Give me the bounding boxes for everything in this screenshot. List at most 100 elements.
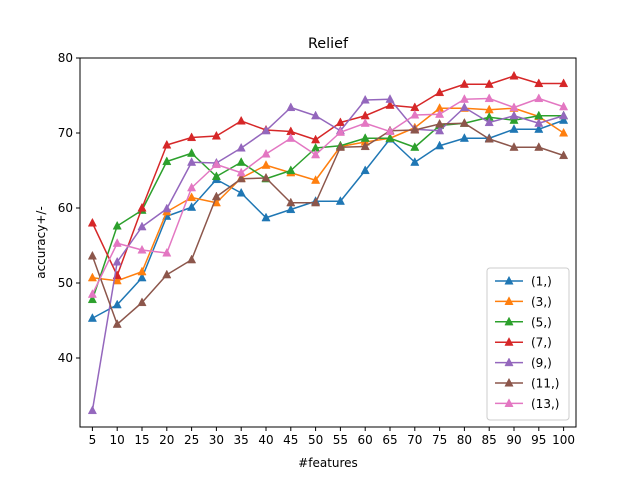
series-7 <box>87 93 569 298</box>
data-point <box>335 196 345 205</box>
data-point <box>311 110 321 120</box>
data-point <box>534 124 544 133</box>
data-point <box>484 93 494 103</box>
data-point <box>311 175 321 184</box>
data-point <box>459 118 469 127</box>
data-point <box>484 79 494 88</box>
data-point <box>211 130 221 140</box>
data-point <box>211 159 221 169</box>
y-axis-label: accuracy+/- <box>34 206 48 279</box>
data-point <box>534 142 544 151</box>
data-point <box>335 142 345 151</box>
y-tick-label: 50 <box>58 276 73 290</box>
data-point <box>261 148 271 158</box>
series-line <box>91 98 564 411</box>
data-point <box>410 124 420 134</box>
data-point <box>459 79 469 88</box>
data-point <box>187 202 197 211</box>
data-point <box>236 157 246 166</box>
data-point <box>187 157 197 166</box>
data-point <box>87 313 97 322</box>
x-tick-label: 45 <box>283 433 298 447</box>
legend-swatch-marker <box>504 357 514 367</box>
legend-label: (13,) <box>531 397 559 411</box>
data-point <box>87 217 97 227</box>
data-point <box>559 115 569 124</box>
data-point <box>162 247 172 257</box>
data-point <box>87 250 97 260</box>
data-point <box>211 171 221 181</box>
legend-item: (11,) <box>495 377 559 391</box>
data-point <box>112 256 122 266</box>
data-point <box>236 187 246 197</box>
data-point <box>261 160 271 169</box>
legend: (1,) (3,) (5,) (7,) (9,) (11,) (13,) <box>486 267 570 421</box>
data-point <box>112 220 122 230</box>
data-point <box>435 140 445 150</box>
legend-item: (5,) <box>495 315 552 329</box>
x-tick-label: 40 <box>258 433 273 447</box>
series-line <box>91 115 564 300</box>
y-tick-label: 80 <box>58 51 73 65</box>
legend-label: (1,) <box>531 275 552 289</box>
y-tick-label: 40 <box>58 351 73 365</box>
data-point <box>385 100 395 109</box>
x-tick-label: 55 <box>333 433 348 447</box>
data-point <box>137 297 147 307</box>
data-point <box>385 94 395 103</box>
data-point <box>137 221 147 231</box>
data-point <box>261 172 271 182</box>
x-tick-label: 85 <box>482 433 497 447</box>
data-point <box>534 78 544 88</box>
legend-item: (9,) <box>495 356 552 370</box>
data-point <box>360 94 370 104</box>
data-point <box>286 197 296 207</box>
data-point <box>410 109 420 119</box>
data-point <box>261 212 271 222</box>
data-point <box>286 165 296 175</box>
data-point <box>162 269 172 279</box>
legend-label: (9,) <box>531 356 552 370</box>
data-point <box>236 167 246 177</box>
x-tick-label: 75 <box>432 433 447 447</box>
data-point <box>534 93 544 103</box>
x-tick-label: 5 <box>89 433 97 447</box>
data-point <box>162 203 172 213</box>
data-point <box>435 125 445 135</box>
legend-label: (5,) <box>531 315 552 329</box>
x-tick-label: 25 <box>184 433 199 447</box>
data-point <box>187 192 197 202</box>
legend-swatch-marker <box>504 337 514 346</box>
series-line <box>91 122 564 325</box>
data-point <box>112 299 122 309</box>
data-point <box>236 173 246 183</box>
legend-label: (7,) <box>531 336 552 350</box>
data-point <box>435 87 445 97</box>
legend-item: (3,) <box>495 295 552 309</box>
x-tick-label: 35 <box>234 433 249 447</box>
data-point <box>87 294 97 304</box>
data-point <box>112 238 122 247</box>
data-point <box>385 133 395 142</box>
x-tick-label: 15 <box>134 433 149 447</box>
data-point <box>435 109 445 118</box>
data-point <box>509 102 519 112</box>
data-point <box>211 191 221 201</box>
y-axis: 40 50 60 70 80 <box>58 51 80 365</box>
legend-label: (11,) <box>531 377 559 391</box>
data-point <box>484 133 494 143</box>
legend-swatch-marker <box>504 377 514 387</box>
x-axis: 5 10 15 20 25 30 35 40 45 50 55 60 65 70 75 80 85 90 95 100 <box>89 427 575 447</box>
chart-title: Relief <box>308 36 349 52</box>
legend-swatch-marker <box>504 316 514 326</box>
data-point <box>137 244 147 254</box>
x-axis-label: #features <box>298 456 358 470</box>
data-point <box>187 148 197 157</box>
x-tick-label: 80 <box>457 433 472 447</box>
series-line <box>92 107 565 282</box>
data-point <box>335 127 345 136</box>
data-point <box>112 319 122 328</box>
plot-frame <box>79 57 577 428</box>
x-tick-label: 20 <box>159 433 174 447</box>
